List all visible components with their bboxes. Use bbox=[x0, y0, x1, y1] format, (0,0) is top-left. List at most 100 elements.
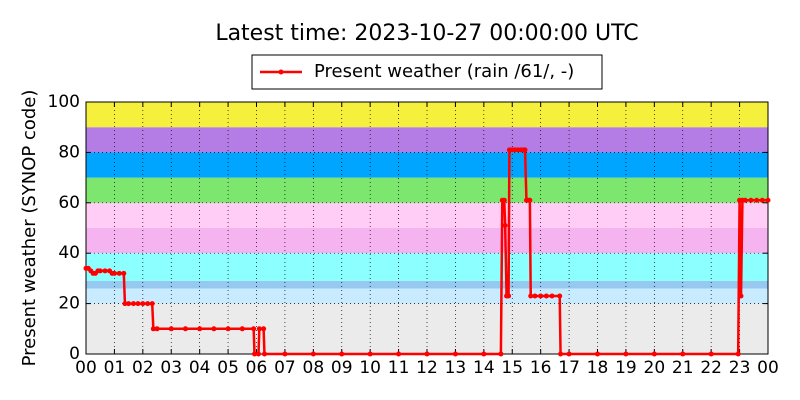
data-point bbox=[255, 351, 261, 357]
data-point bbox=[765, 197, 771, 203]
legend-box bbox=[251, 54, 603, 90]
data-point bbox=[549, 293, 555, 299]
x-tick-label: 19 bbox=[615, 358, 637, 378]
y-tick-label: 20 bbox=[58, 294, 80, 314]
data-point bbox=[225, 326, 231, 332]
x-tick-label: 02 bbox=[132, 358, 154, 378]
data-point bbox=[623, 351, 629, 357]
data-point bbox=[239, 326, 245, 332]
data-point bbox=[140, 301, 146, 307]
data-point bbox=[135, 301, 141, 307]
data-point bbox=[506, 293, 512, 299]
data-point bbox=[252, 351, 258, 357]
data-point bbox=[149, 301, 155, 307]
x-tick-label: 17 bbox=[558, 358, 580, 378]
x-tick-label: 07 bbox=[274, 358, 296, 378]
data-point bbox=[150, 326, 156, 332]
data-point bbox=[522, 147, 528, 153]
x-tick-label: 05 bbox=[217, 358, 239, 378]
data-point bbox=[261, 326, 267, 332]
data-point bbox=[182, 326, 188, 332]
y-tick-label: 40 bbox=[58, 243, 80, 263]
data-point bbox=[558, 351, 564, 357]
background-band bbox=[86, 288, 768, 304]
data-point bbox=[754, 197, 760, 203]
legend-label: Present weather (rain /61/, -) bbox=[314, 61, 574, 82]
x-tick-label: 16 bbox=[530, 358, 552, 378]
x-tick-label: 14 bbox=[473, 358, 495, 378]
data-point bbox=[759, 197, 765, 203]
x-tick-label: 20 bbox=[644, 358, 666, 378]
legend-marker bbox=[278, 69, 284, 75]
data-point bbox=[211, 326, 217, 332]
data-point bbox=[197, 326, 203, 332]
data-point bbox=[708, 351, 714, 357]
data-point bbox=[452, 351, 458, 357]
y-axis-label: Present weather (SYNOP code) bbox=[19, 90, 40, 367]
data-point bbox=[261, 351, 267, 357]
data-point bbox=[738, 293, 744, 299]
data-point bbox=[566, 351, 572, 357]
data-point bbox=[527, 197, 533, 203]
data-point bbox=[543, 293, 549, 299]
data-point bbox=[735, 351, 741, 357]
data-point bbox=[498, 351, 504, 357]
x-tick-label: 00 bbox=[757, 358, 779, 378]
background-band bbox=[86, 228, 768, 254]
data-point bbox=[282, 351, 288, 357]
background-band bbox=[86, 280, 768, 289]
data-point bbox=[122, 301, 128, 307]
data-point bbox=[168, 326, 174, 332]
data-point bbox=[680, 351, 686, 357]
x-tick-label: 04 bbox=[189, 358, 211, 378]
data-point bbox=[367, 351, 373, 357]
x-tick-label: 01 bbox=[104, 358, 126, 378]
data-point bbox=[116, 270, 122, 276]
data-point bbox=[126, 301, 132, 307]
data-point bbox=[538, 293, 544, 299]
data-point bbox=[256, 326, 262, 332]
data-point bbox=[145, 301, 151, 307]
data-point bbox=[396, 351, 402, 357]
x-tick-label: 09 bbox=[331, 358, 353, 378]
legend: Present weather (rain /61/, -) bbox=[251, 54, 603, 90]
data-point bbox=[130, 301, 136, 307]
data-point bbox=[595, 351, 600, 357]
x-tick-label: 11 bbox=[388, 358, 410, 378]
x-tick-label: 18 bbox=[587, 358, 609, 378]
data-point bbox=[748, 197, 754, 203]
data-point bbox=[310, 351, 316, 357]
data-point bbox=[651, 351, 657, 357]
y-tick-label: 100 bbox=[48, 92, 80, 112]
data-point bbox=[97, 268, 103, 274]
x-tick-label: 13 bbox=[445, 358, 467, 378]
x-tick-label: 03 bbox=[160, 358, 182, 378]
x-tick-label: 10 bbox=[359, 358, 381, 378]
data-point bbox=[424, 351, 430, 357]
data-point bbox=[339, 351, 345, 357]
x-tick-label: 08 bbox=[303, 358, 325, 378]
x-tick-label: 21 bbox=[672, 358, 694, 378]
data-point bbox=[111, 270, 117, 276]
data-point bbox=[102, 268, 108, 274]
data-point bbox=[501, 197, 507, 203]
background-band bbox=[86, 152, 768, 178]
chart-title: Latest time: 2023-10-27 00:00:00 UTC bbox=[215, 21, 638, 46]
y-tick-label: 60 bbox=[58, 193, 80, 213]
data-point bbox=[528, 293, 534, 299]
x-tick-label: 00 bbox=[75, 358, 97, 378]
y-tick-label: 0 bbox=[69, 344, 80, 364]
data-point bbox=[502, 222, 508, 228]
x-tick-label: 22 bbox=[700, 358, 722, 378]
x-tick-label: 12 bbox=[416, 358, 438, 378]
x-tick-label: 15 bbox=[501, 358, 523, 378]
data-point bbox=[557, 293, 563, 299]
background-band bbox=[86, 253, 768, 281]
data-point bbox=[121, 270, 127, 276]
data-point bbox=[532, 293, 538, 299]
x-tick-label: 06 bbox=[246, 358, 268, 378]
data-point bbox=[154, 326, 160, 332]
x-tick-label: 23 bbox=[729, 358, 751, 378]
background-band bbox=[86, 127, 768, 153]
